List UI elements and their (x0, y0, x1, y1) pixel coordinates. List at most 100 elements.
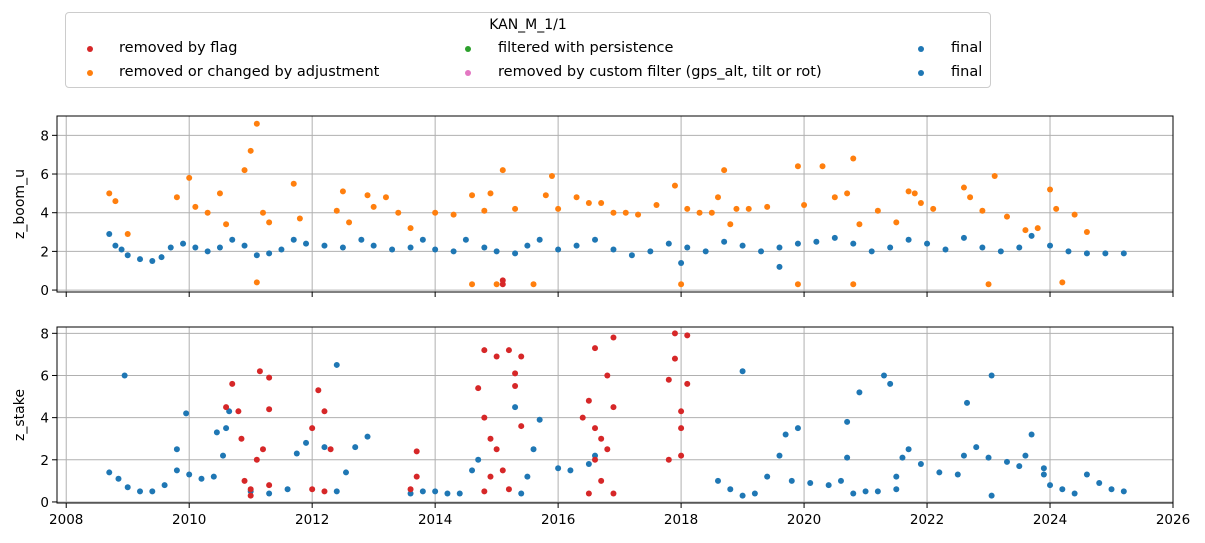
panel-2-flag-point-35 (487, 473, 494, 480)
panel-1-final-point-0 (106, 230, 113, 237)
panel-1-adjusted-point-8 (223, 221, 230, 228)
panel-2-final-point-62 (874, 488, 881, 495)
panel-2-final-point-58 (844, 418, 851, 425)
panel-1-adjusted-point-9 (241, 167, 248, 174)
panel-1-final-point-31 (512, 250, 519, 257)
panel-1-adjusted-point-25 (432, 209, 439, 216)
panel-1-adjusted-point-23 (395, 209, 402, 216)
panel-2-final-point-48 (764, 473, 771, 480)
panel-2-final-point-82 (1040, 471, 1047, 478)
panel-1-adjusted-point-3 (173, 194, 180, 201)
panel-1-final-point-63 (1083, 250, 1090, 257)
panel-2-final-point-29 (419, 488, 426, 495)
panel-2-final-point-40 (555, 465, 562, 472)
panel-2-flag-point-10 (266, 374, 273, 381)
panel-1-adjusted-point-72 (967, 194, 974, 201)
panel-2-final-point-65 (899, 454, 906, 461)
panel-1-adjusted-point-41 (610, 209, 617, 216)
panel-2-flag-point-3 (238, 435, 245, 442)
panel-2-final-point-86 (1083, 471, 1090, 478)
panel-2-flag-point-2 (235, 408, 242, 415)
panel-2-flag-point-16 (321, 488, 328, 495)
panel-2-flag-point-25 (493, 446, 500, 453)
panel-1-adjusted-point-42 (622, 209, 629, 216)
panel-2-flag-point-43 (610, 334, 617, 341)
panel-2-final-point-63 (893, 486, 900, 493)
panel-2-final-point-9 (210, 473, 217, 480)
panel-1-ylabel: z_boom_u (12, 169, 28, 239)
panel-2-flag-point-41 (604, 446, 611, 453)
panel-2-final-point-83 (1047, 482, 1054, 489)
panel-1-adjusted-point-28 (469, 281, 476, 288)
panel-1-adjusted-point-43 (635, 211, 642, 218)
panel-2-xtick-label-2026: 2026 (1156, 512, 1190, 528)
panel-2-final-point-34 (475, 456, 482, 463)
panel-1-adjusted-point-74 (985, 281, 992, 288)
panel-2-final-point-22 (321, 444, 328, 451)
panel-2-final-point-37 (524, 473, 531, 480)
panel-2-final-point-19 (284, 486, 291, 493)
panel-1-final-point-54 (924, 240, 931, 247)
panel-1-final-point-55 (942, 246, 949, 253)
panel-2-final-point-45 (727, 486, 734, 493)
panel-1-adjusted-point-10 (247, 147, 254, 154)
panel-2-final-point-70 (936, 469, 943, 476)
panel-1-adjusted-point-5 (192, 203, 199, 210)
panel-1-adjusted-point-54 (745, 205, 752, 212)
legend-label-removed-or-changed-by-adjustment: removed or changed by adjustment (119, 64, 380, 80)
panel-1-adjusted-point-6 (204, 209, 211, 216)
panel-1-final-point-40 (665, 240, 672, 247)
panel-2-final-point-6 (173, 467, 180, 474)
panel-1-adjusted-point-56 (794, 163, 801, 170)
panel-1-adjusted-point-67 (905, 188, 912, 195)
panel-1-final-point-2 (118, 246, 125, 253)
panel-1-final-point-15 (266, 250, 273, 257)
panel-2-final-point-67 (881, 372, 888, 379)
panel-2-flag-point-38 (585, 397, 592, 404)
panel-1-final-point-12 (229, 236, 236, 243)
panel-2-flag-point-49 (592, 456, 599, 463)
panel-1-final-point-19 (321, 242, 328, 249)
panel-2-xtick-label-2016: 2016 (541, 512, 575, 528)
panel-2-flag-point-33 (512, 383, 519, 390)
panel-1-adjusted-point-49 (708, 209, 715, 216)
panel-1-final-point-62 (1065, 248, 1072, 255)
panel-1-adjusted-point-61 (844, 190, 851, 197)
panel-1-final-point-29 (481, 244, 488, 251)
panel-1-adjusted-point-0 (106, 190, 113, 197)
panel-2-flag-point-54 (684, 332, 691, 339)
panel-1-final-point-3 (124, 252, 131, 259)
panel-1-adjusted-point-60 (831, 194, 838, 201)
panel-2-flag-point-36 (481, 488, 488, 495)
panel-1-adjusted-point-1 (112, 198, 119, 205)
panel-2-flag-point-21 (413, 473, 420, 480)
panel-1-final-point-7 (167, 244, 174, 251)
panel-2-xtick-label-2012: 2012 (295, 512, 329, 528)
panel-1-final-point-22 (370, 242, 377, 249)
panel-2-final-point-43 (592, 452, 599, 459)
panel-2-final-point-24 (342, 469, 349, 476)
panel-1-ytick-label-8: 8 (40, 128, 49, 144)
panel-1-final-point-47 (794, 240, 801, 247)
panel-1-final-point-53 (905, 236, 912, 243)
panel-1-adjusted-point-71 (960, 184, 967, 191)
panel-2-frame (56, 326, 1174, 504)
panel-1-adjusted-point-64 (850, 281, 857, 288)
panel-2-final-point-32 (456, 490, 463, 497)
panel-1-final-point-56 (960, 234, 967, 241)
panel-1-final-point-32 (524, 242, 531, 249)
panel-1-adjusted-point-48 (696, 209, 703, 216)
panel-2-final-point-7 (186, 471, 193, 478)
panel-2-flag-point-40 (598, 435, 605, 442)
panel-2-flag-point-17 (327, 446, 334, 453)
panel-2-final-point-56 (837, 477, 844, 484)
panel-2-flag-point-23 (481, 414, 488, 421)
panel-2-flag-point-9 (256, 368, 263, 375)
panel-2-flag-point-4 (241, 477, 248, 484)
panel-2-ytick-label-6: 6 (40, 368, 49, 384)
panel-2-flag-point-58 (684, 380, 691, 387)
panel-2-final-point-81 (988, 492, 995, 499)
panel-2-final-point-30 (432, 488, 439, 495)
legend-marker-final-1 (918, 46, 924, 52)
